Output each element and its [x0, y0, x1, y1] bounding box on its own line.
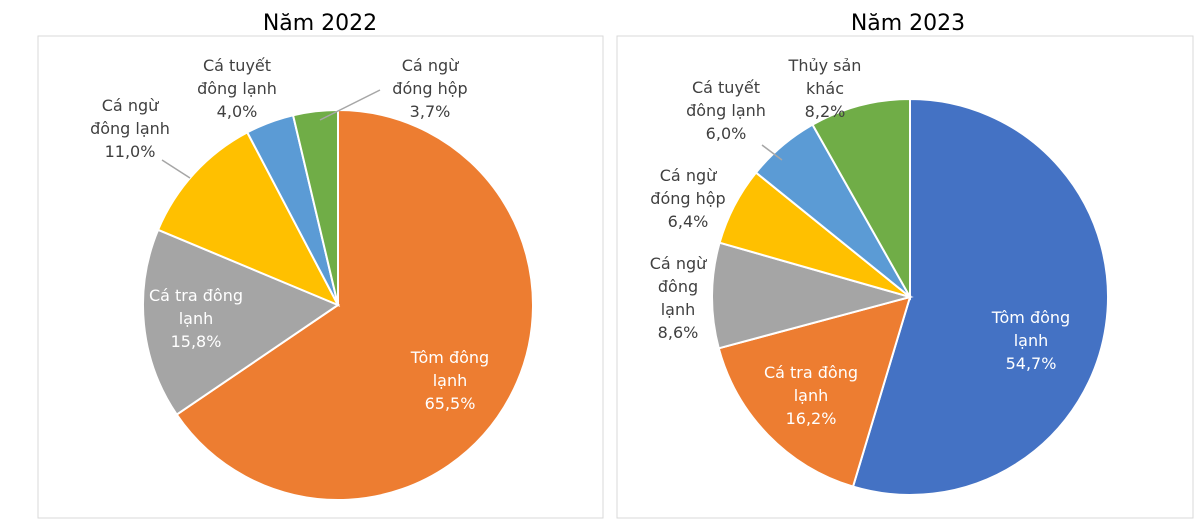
category-label: Cá ngừ đông lạnh	[90, 95, 170, 138]
data-label-box: Cá tuyết đông lạnh 4,0%	[182, 38, 292, 138]
data-label: Cá tra đông lạnh 15,8%	[146, 268, 246, 368]
category-label: Thủy sản khác	[788, 55, 862, 98]
value-label: 11,0%	[104, 141, 156, 161]
value-label: 8,6%	[657, 323, 699, 342]
category-label: Cá tuyết đông lạnh	[686, 77, 766, 120]
data-label-text: Tôm đông lạnh 65,5%	[400, 346, 500, 415]
leader-line	[161, 159, 191, 179]
data-label: Tôm đông lạnh 65,5%	[400, 330, 500, 430]
data-label-text: Cá ngừ đóng hộp 3,7%	[380, 54, 480, 123]
data-label-box: Cá tra đông lạnh 16,2%	[761, 345, 861, 445]
value-label: 16,2%	[785, 408, 837, 428]
category-label: Cá ngừ đóng hộp	[392, 55, 468, 98]
leader-line	[319, 89, 381, 121]
category-label: Cá tra đông lạnh	[763, 362, 859, 405]
category-label: Cá tra đông lạnh	[148, 285, 244, 328]
data-label: Cá ngừ đông lạnh 11,0%	[80, 78, 180, 178]
pie-slice	[851, 97, 1109, 496]
pie-slice	[291, 108, 339, 306]
value-label: 54,7%	[1005, 353, 1057, 373]
data-label: Cá tra đông lạnh 16,2%	[761, 345, 861, 445]
category-label: Cá ngừ đóng hộp	[650, 165, 726, 208]
data-label-box: Cá ngừ đông lạnh 8,6%	[647, 248, 709, 348]
data-label-box: Cá ngừ đóng hộp 3,7%	[380, 38, 480, 138]
data-label-text: Thủy sản khác 8,2%	[780, 54, 870, 123]
data-label-box: Thủy sản khác 8,2%	[780, 38, 870, 138]
category-label: Cá ngừ đông lạnh	[649, 254, 707, 319]
data-label-box: Cá ngừ đóng hộp 6,4%	[638, 148, 738, 248]
category-label: Tôm đông lạnh	[991, 307, 1071, 350]
data-label: Cá ngừ đông lạnh 8,6%	[647, 248, 709, 348]
pie-slice	[717, 295, 912, 488]
data-label-text: Cá tra đông lạnh 15,8%	[146, 284, 246, 353]
data-label-text: Cá ngừ đông lạnh 8,6%	[647, 252, 709, 344]
data-label: Cá tuyết đông lạnh 6,0%	[671, 60, 781, 160]
data-label-box: Cá tra đông lạnh 15,8%	[146, 268, 246, 368]
data-label-text: Tôm đông lạnh 54,7%	[984, 306, 1079, 375]
data-label: Cá ngừ đóng hộp 3,7%	[380, 38, 480, 138]
pie-slice	[811, 97, 911, 301]
chart-title: Năm 2023	[851, 11, 965, 36]
data-label-text: Cá tuyết đông lạnh 6,0%	[671, 76, 781, 145]
chart-title: Năm 2022	[263, 11, 377, 36]
data-label-text: Cá ngừ đông lạnh 11,0%	[80, 94, 180, 163]
value-label: 15,8%	[170, 331, 222, 351]
value-label: 3,7%	[409, 101, 451, 121]
data-label: Cá ngừ đóng hộp 6,4%	[638, 148, 738, 248]
pie-slice	[142, 228, 341, 416]
category-label: Cá tuyết đông lạnh	[197, 55, 277, 98]
value-label: 6,4%	[667, 211, 709, 231]
category-label: Tôm đông lạnh	[410, 347, 490, 390]
data-label: Tôm đông lạnh 54,7%	[984, 290, 1079, 390]
data-label-box: Tôm đông lạnh 54,7%	[984, 290, 1079, 390]
pie-slice	[175, 108, 534, 501]
data-label-box: Cá ngừ đông lạnh 11,0%	[80, 78, 180, 178]
value-label: 4,0%	[216, 101, 258, 121]
pie-slice	[156, 131, 341, 307]
data-label-text: Cá tra đông lạnh 16,2%	[761, 361, 861, 430]
value-label: 8,2%	[804, 101, 846, 121]
data-label-text: Cá ngừ đóng hộp 6,4%	[638, 164, 738, 233]
data-label-box: Cá tuyết đông lạnh 6,0%	[671, 60, 781, 160]
pie-slice	[711, 241, 914, 350]
data-label-text: Cá tuyết đông lạnh 4,0%	[182, 54, 292, 123]
leader-line	[761, 144, 783, 161]
data-label-box: Tôm đông lạnh 65,5%	[400, 330, 500, 430]
data-label: Cá tuyết đông lạnh 4,0%	[182, 38, 292, 138]
value-label: 6,0%	[705, 123, 747, 143]
value-label: 65,5%	[424, 393, 476, 413]
data-label: Thủy sản khác 8,2%	[780, 38, 870, 138]
